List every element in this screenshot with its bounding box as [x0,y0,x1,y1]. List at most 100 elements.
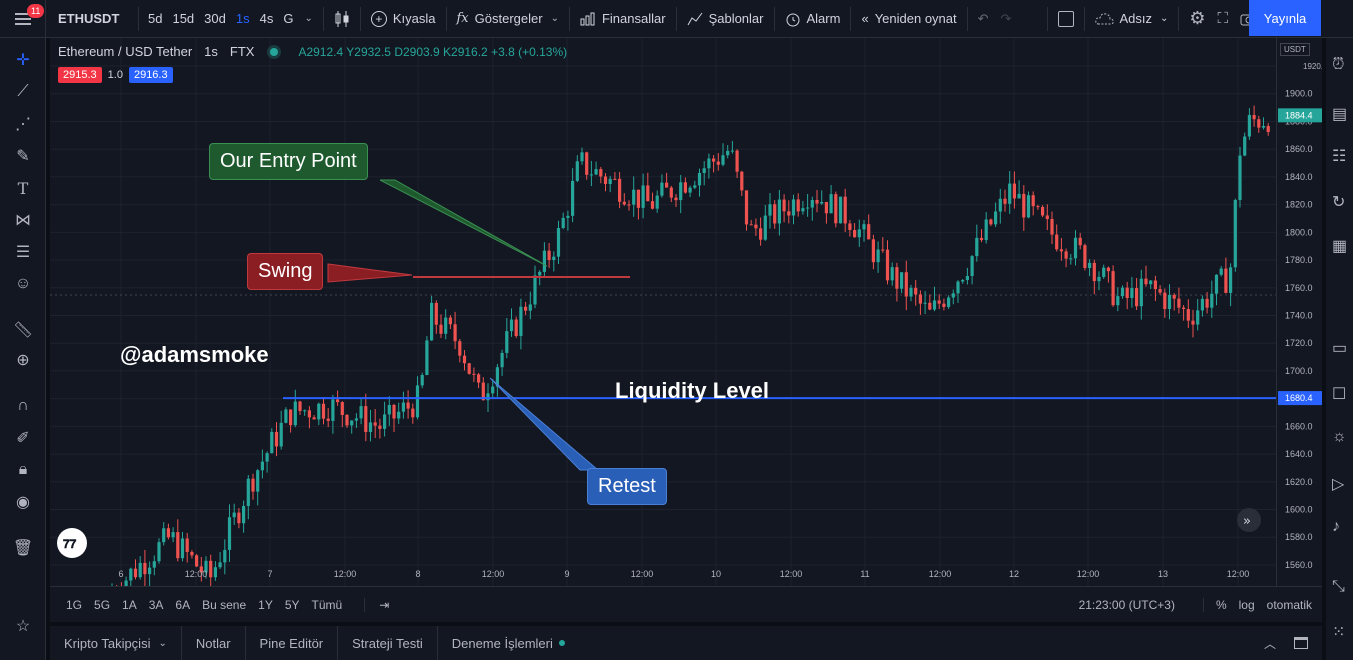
data-window-icon[interactable]: ☷ [1332,148,1347,165]
ideas-icon[interactable]: ☐ [1332,386,1347,403]
bell-icon[interactable]: ♪ [1332,518,1340,535]
fullscreen-button[interactable]: ⛶ [1211,0,1234,38]
compare-button[interactable]: + Kıyasla [365,0,442,38]
range-all[interactable]: Tümü [311,597,343,612]
bid-price[interactable]: 2915.3 [58,67,102,83]
market-status-icon [270,47,279,56]
chat-icon[interactable]: ▭ [1332,340,1348,357]
redo-button[interactable]: ↷ [1000,10,1012,26]
candle-type-button[interactable] [328,0,356,38]
price-tick: 1860.0 [1285,144,1313,154]
calendar-icon[interactable]: ▦ [1332,238,1348,255]
settings-button[interactable]: ⚙ [1183,0,1211,38]
candle-body [547,250,551,260]
go-to-date-icon[interactable]: ⇥ [364,597,389,612]
streams-icon[interactable]: ▷ [1332,476,1345,493]
candle-body [430,302,434,341]
lock-drawings-icon[interactable]: ✐ [16,430,30,447]
tab-crypto-screener[interactable]: Kripto Takipçisi ⌄ [50,626,182,660]
tab-pine-editor[interactable]: Pine Editör [246,626,339,660]
alerts-list-icon[interactable]: ▤ [1332,106,1348,123]
candle-body [801,208,805,212]
crosshair-icon[interactable]: ✛ [16,52,30,69]
bid-ask-widget[interactable]: 2915.3 1.0 2916.3 [58,67,173,83]
candle-body [340,402,344,415]
pattern-tool-icon[interactable]: ⋈ [15,212,31,229]
range-1g[interactable]: 1G [66,597,83,612]
entry-point-callout[interactable]: Our Entry Point [209,143,368,180]
ask-price[interactable]: 2916.3 [128,67,173,83]
timeframe-g[interactable]: G [283,11,294,26]
alert-button[interactable]: Alarm [779,0,847,38]
time-axis[interactable]: 6 12:00 7 12:00 8 12:00 9 12:00 10 12:00 11 12:00 12… [50,560,1308,586]
price-tick: 1720.0 [1285,338,1313,348]
zoom-in-icon[interactable]: ⊕ [16,352,30,369]
tab-notes[interactable]: Notlar [182,626,246,660]
fib-tool-icon[interactable]: ⋰ [15,116,31,133]
candle-body [227,517,232,550]
undo-button[interactable]: ↶ [977,10,989,26]
collapse-panel-icon[interactable]: ︿ [1263,636,1276,651]
replay-button[interactable]: « Yeniden oynat [855,0,962,38]
expand-icon[interactable]: ⤡ [1332,578,1345,595]
candle-body [829,194,833,214]
clock-timezone[interactable]: 21:23:00 (UTC+3) [1078,597,1175,612]
magnet-icon[interactable]: ∩ [17,397,29,414]
candle-body [439,324,443,334]
candle-body [383,414,387,429]
timeframe-1s[interactable]: 1s [235,11,250,26]
ruler-icon[interactable]: 📏︎ [12,322,34,339]
scroll-to-realtime-button[interactable] [1237,508,1261,532]
retest-callout[interactable]: Retest [587,468,667,505]
watchlist-icon[interactable]: ⏰︎ [1332,56,1345,73]
maximize-panel-icon[interactable] [1294,637,1308,649]
range-1a[interactable]: 1A [122,597,137,612]
candle-body [1186,309,1190,321]
candle-body [881,249,885,251]
timeframe-15d[interactable]: 15d [172,11,195,26]
layout-select-button[interactable] [1052,0,1080,38]
more-icon[interactable]: ⁙ [1332,624,1346,641]
lightbulb-icon[interactable]: ☼ [1332,428,1347,445]
publish-button[interactable]: Yayınla [1249,0,1321,36]
trash-icon[interactable]: 🗑︎ [12,540,34,557]
chart-legend[interactable]: Ethereum / USD Tether 1s FTX A2912.4 Y29… [58,44,567,59]
range-3a[interactable]: 3A [148,597,164,612]
candle-body [138,562,142,578]
eye-icon[interactable]: ◉ [16,494,30,511]
trend-line-icon[interactable]: ⟋ [17,83,29,100]
timeframe-4s[interactable]: 4s [259,11,274,26]
percent-scale-toggle[interactable]: % [1202,597,1227,612]
emoji-icon[interactable]: ☺ [14,275,32,292]
brush-icon[interactable]: ✎ [16,148,30,165]
prediction-tool-icon[interactable]: ☰ [15,244,31,261]
lock-icon[interactable]: 🔒︎ [18,461,28,478]
main-menu-button[interactable]: 11 [0,0,46,38]
timeframe-30d[interactable]: 30d [204,11,226,26]
range-5y[interactable]: 5Y [284,597,300,612]
timeframe-5d[interactable]: 5d [148,11,163,26]
tab-paper-trading[interactable]: Deneme İşlemleri [438,626,579,660]
range-6a[interactable]: 6A [175,597,191,612]
range-ytd[interactable]: Bu sene [202,597,247,612]
symbol-search-button[interactable]: ETHUSDT [58,11,120,26]
log-scale-toggle[interactable]: log [1238,597,1255,612]
candle-body [674,197,678,201]
candle-body [1224,268,1228,293]
swing-callout[interactable]: Swing [247,253,324,290]
auto-scale-toggle[interactable]: otomatik [1266,597,1312,612]
candle-body [806,207,810,209]
star-icon[interactable]: ☆ [15,618,31,635]
financials-button[interactable]: Finansallar [574,0,672,38]
legend-exchange: FTX [229,44,255,59]
chevron-down-icon[interactable]: ⌄ [304,13,313,24]
range-5g[interactable]: 5G [94,597,111,612]
indicators-button[interactable]: fx Göstergeler ⌄ [451,0,565,38]
price-axis[interactable]: USDT 1920.01900.01880.01860.01840.01820.… [1276,38,1323,586]
range-1y[interactable]: 1Y [258,597,273,612]
tab-strategy-tester[interactable]: Strateji Testi [338,626,438,660]
text-tool-icon[interactable]: T [17,178,29,198]
layout-name-button[interactable]: Adsız ⌄ [1089,0,1174,38]
templates-button[interactable]: Şablonlar [681,0,770,38]
hotlist-icon[interactable]: ↻ [1332,194,1346,211]
